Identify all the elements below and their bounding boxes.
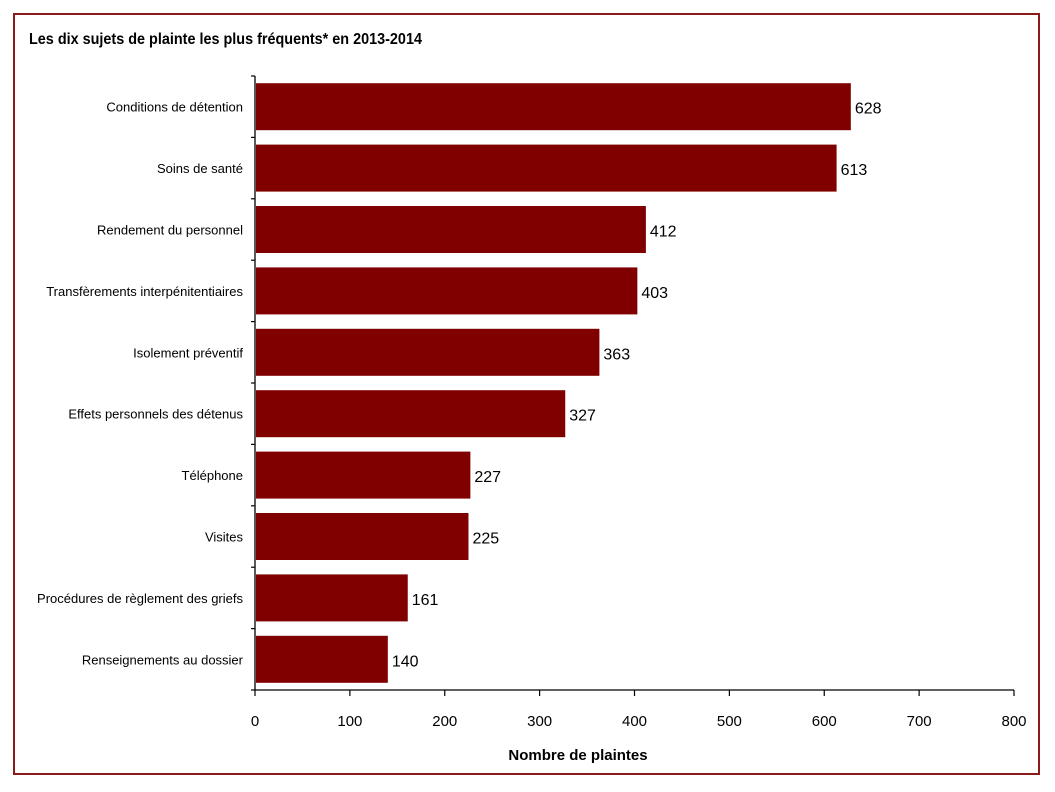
chart-title: Les dix sujets de plainte les plus fréqu… <box>29 31 422 48</box>
data-label: 403 <box>641 285 668 302</box>
bar-9 <box>256 574 408 622</box>
bar-1 <box>256 83 851 131</box>
x-tick-label: 0 <box>251 713 259 730</box>
bar-6 <box>256 390 566 438</box>
category-label: Renseignements au dossier <box>82 652 244 667</box>
x-tick-label: 500 <box>717 713 742 730</box>
bar-4 <box>256 267 638 315</box>
category-label: Soins de santé <box>157 161 243 176</box>
bar-7 <box>256 451 471 499</box>
category-label: Conditions de détention <box>106 100 243 115</box>
data-label: 140 <box>392 653 419 670</box>
bar-3 <box>256 206 646 253</box>
category-label: Rendement du personnel <box>97 223 243 238</box>
data-label: 613 <box>841 162 868 179</box>
axis-layer: 0 100 200 300 400 500 600 700 800 <box>251 75 1027 730</box>
x-tick-label: 100 <box>337 713 362 730</box>
bar-5 <box>256 328 600 376</box>
x-tick-label: 300 <box>527 713 552 730</box>
x-tick-label: 700 <box>907 713 932 730</box>
category-label: Procédures de règlement des griefs <box>37 591 243 606</box>
data-label: 363 <box>603 346 630 363</box>
data-label: 327 <box>569 408 596 425</box>
category-label: Transfèrements interpénitentiaires <box>46 284 243 299</box>
category-label: Téléphone <box>182 468 243 483</box>
x-tick-label: 800 <box>1001 713 1026 730</box>
data-label: 161 <box>412 592 439 609</box>
bar-10 <box>256 635 388 683</box>
category-label: Effets personnels des détenus <box>68 407 243 422</box>
data-label: 628 <box>855 101 882 118</box>
data-label: 412 <box>650 224 677 241</box>
data-label: 227 <box>474 469 501 486</box>
category-label: Visites <box>205 530 244 545</box>
data-label: 225 <box>472 531 499 548</box>
category-label: Isolement préventif <box>133 345 243 360</box>
x-axis-title: Nombre de plaintes <box>508 747 647 764</box>
bar-8 <box>256 513 469 560</box>
x-tick-label: 200 <box>432 713 457 730</box>
bars-layer: Conditions de détention 628 Soins de santé… <box>37 83 882 683</box>
x-tick-label: 600 <box>812 713 837 730</box>
x-tick-label: 400 <box>622 713 647 730</box>
bar-2 <box>256 144 837 192</box>
